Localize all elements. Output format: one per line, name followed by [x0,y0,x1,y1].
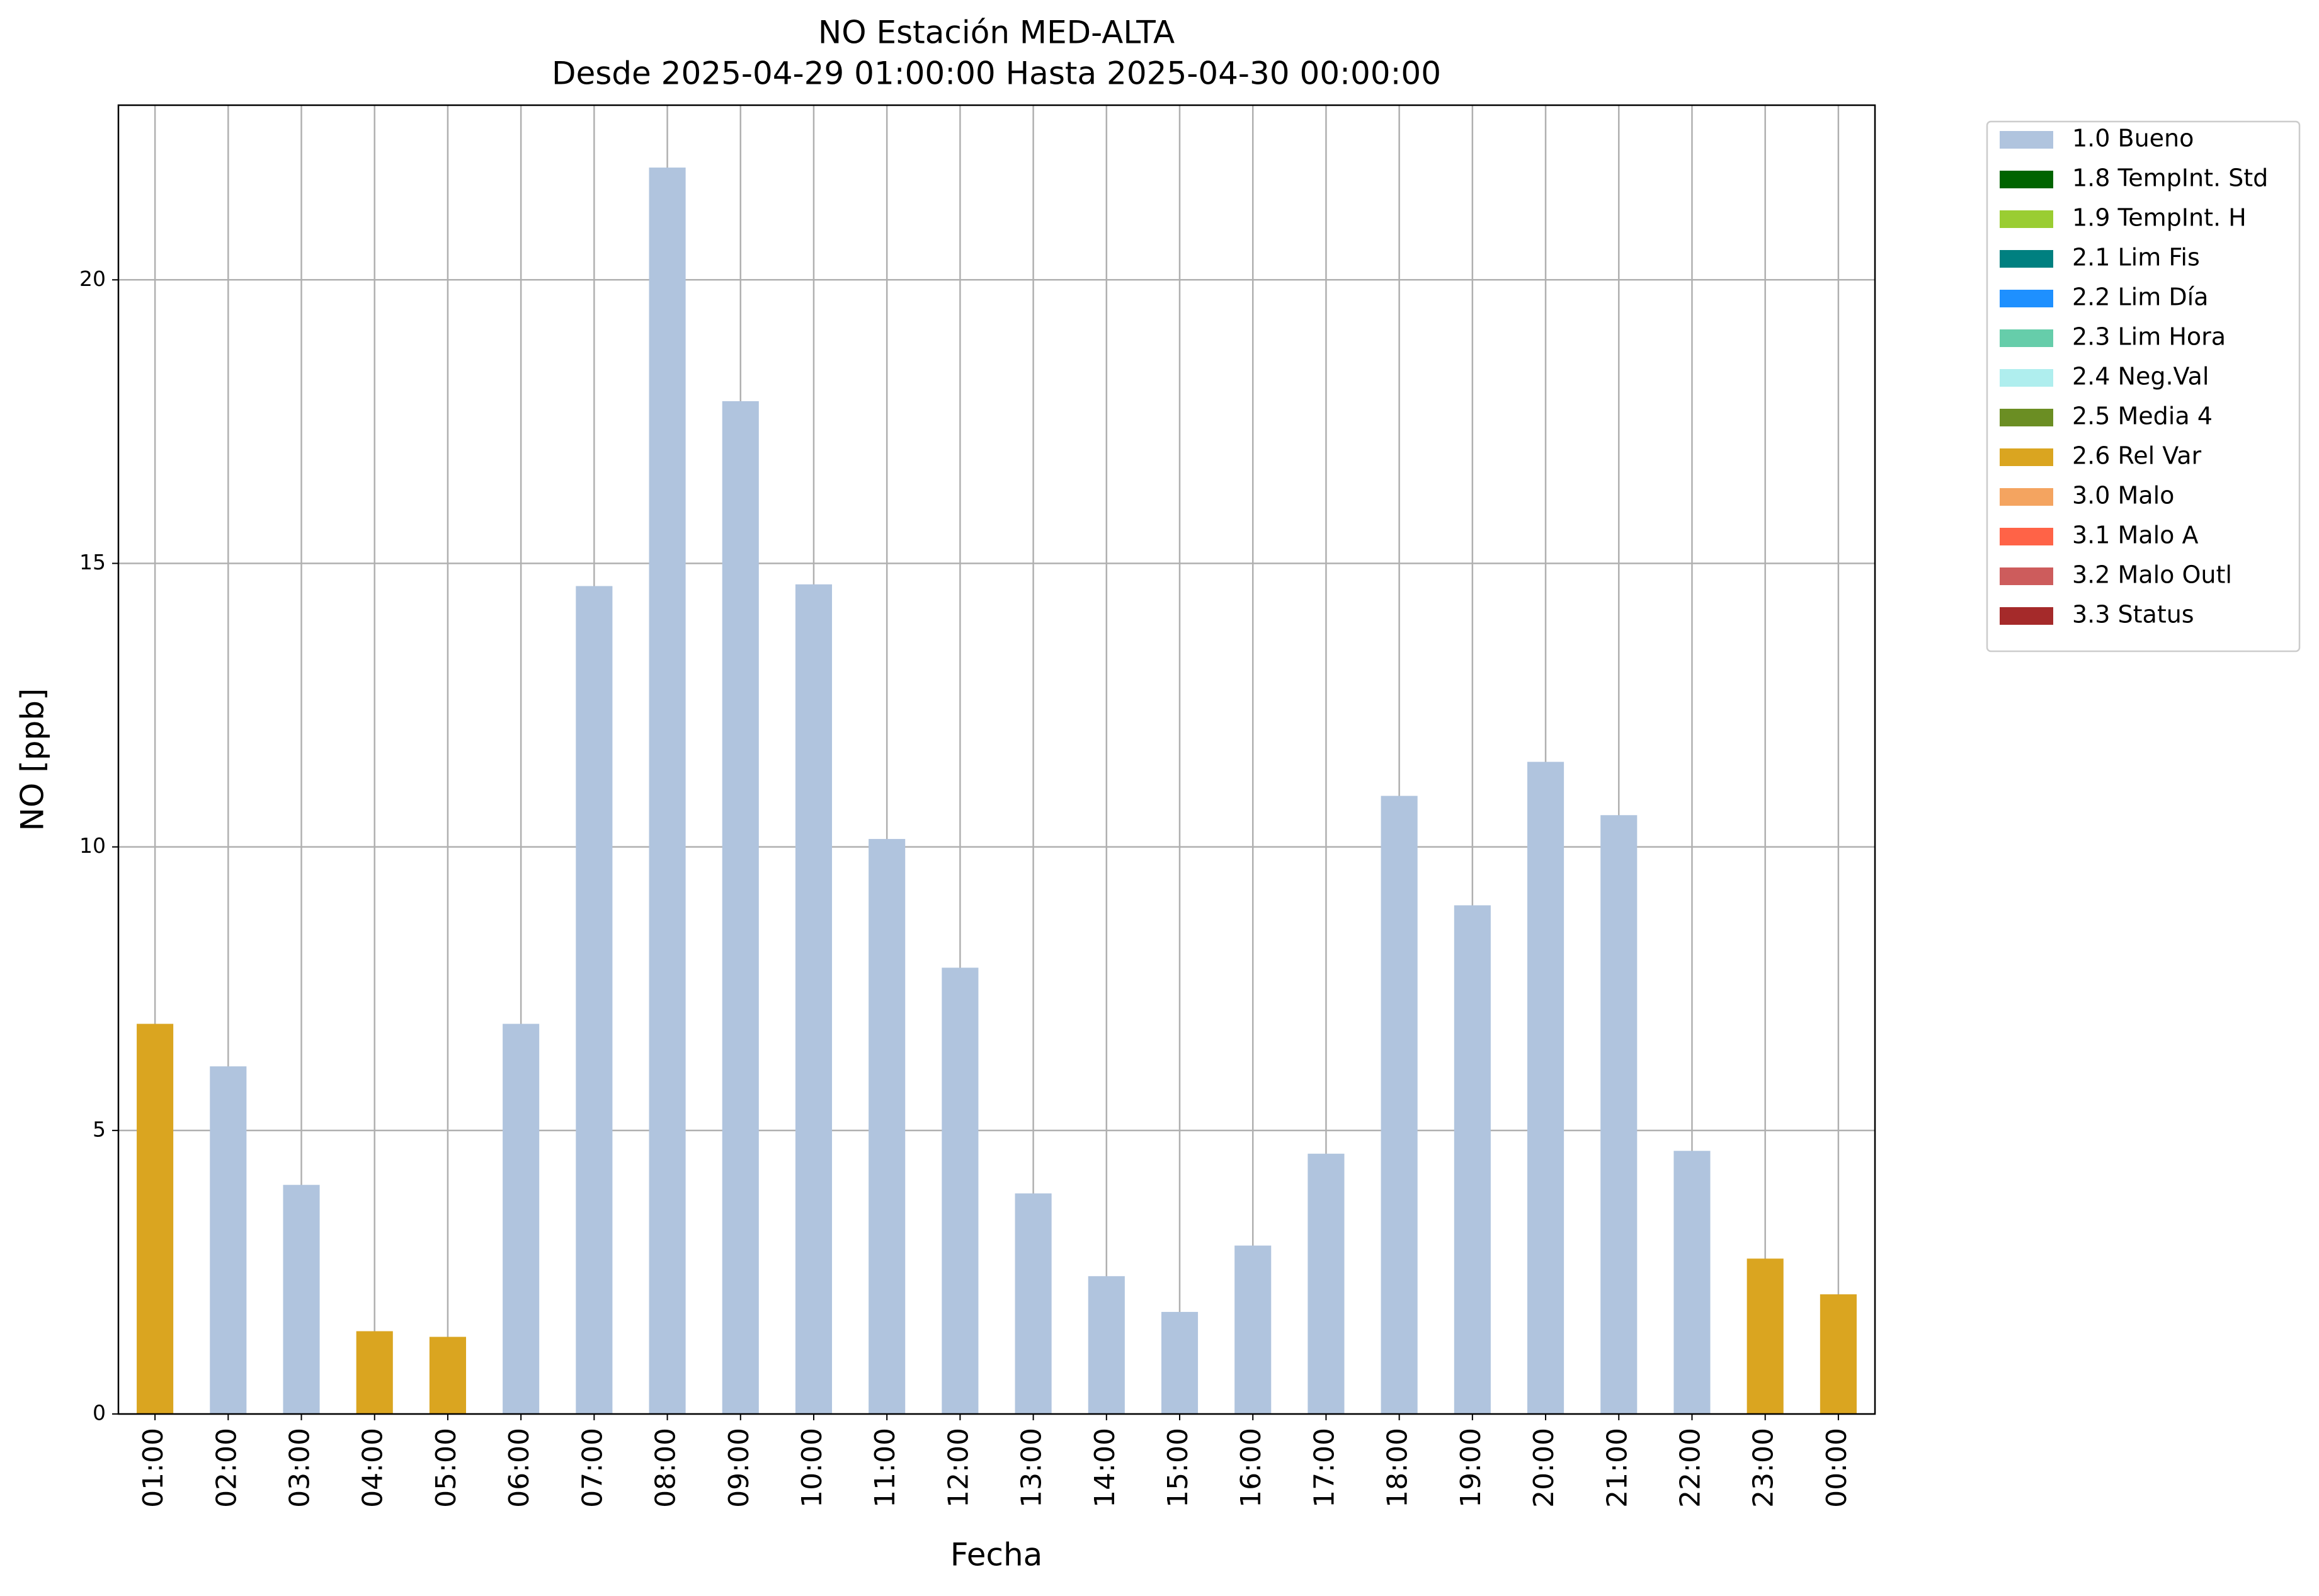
legend-swatch [2000,528,2053,545]
y-tick-label: 20 [79,266,106,291]
bar [137,1023,174,1414]
bar [1161,1311,1199,1414]
legend-swatch [2000,409,2053,426]
bar [576,586,613,1415]
y-tick-label: 5 [93,1117,106,1141]
legend-swatch [2000,250,2053,268]
x-tick-label: 11:00 [869,1428,901,1508]
legend-label: 3.1 Malo A [2072,522,2198,549]
bar [1746,1258,1784,1414]
legend-swatch [2000,369,2053,387]
bar [429,1337,466,1414]
legend-swatch [2000,210,2053,228]
y-tick-label: 0 [93,1401,106,1425]
x-tick-label: 10:00 [796,1428,828,1508]
plot-frame [117,104,1876,1415]
y-axis-label: NO [ppb] [14,688,51,831]
legend-swatch [2000,448,2053,466]
chart-subtitle: Desde 2025-04-29 01:00:00 Hasta 2025-04-… [552,55,1441,92]
bar [942,967,979,1414]
x-tick-label: 06:00 [503,1428,535,1508]
bar [1381,795,1418,1414]
legend-label: 1.9 TempInt. H [2072,204,2247,232]
bar [722,401,759,1414]
x-tick-label: 13:00 [1016,1428,1048,1508]
legend-swatch [2000,290,2053,307]
legend-box [1986,120,2301,653]
bar [1600,815,1638,1414]
legend-label: 1.8 TempInt. Std [2072,164,2268,192]
legend-swatch [2000,171,2053,188]
legend-label: 1.0 Bueno [2072,125,2194,152]
legend-label: 3.0 Malo [2072,482,2174,510]
legend-swatch [2000,488,2053,506]
legend-label: 2.1 Lim Fis [2072,244,2200,271]
x-tick-label: 08:00 [650,1428,682,1508]
y-tick-label: 10 [79,833,106,858]
bar [356,1331,393,1414]
legend-label: 2.4 Neg.Val [2072,363,2209,390]
x-tick-label: 16:00 [1235,1428,1267,1508]
bar [1527,761,1564,1414]
x-tick-label: 15:00 [1162,1428,1194,1508]
bar [869,839,906,1414]
x-tick-label: 19:00 [1455,1428,1487,1508]
x-tick-label: 20:00 [1528,1428,1560,1508]
x-tick-label: 23:00 [1748,1428,1780,1508]
legend-label: 2.6 Rel Var [2072,442,2202,470]
bar [1308,1153,1345,1414]
bar [283,1185,320,1414]
legend-label: 2.2 Lim Día [2072,283,2208,311]
x-axis-label: Fecha [950,1537,1043,1573]
bar [1015,1193,1052,1414]
x-tick-label: 00:00 [1821,1428,1853,1508]
bar [210,1066,247,1414]
x-tick-label: 14:00 [1089,1428,1121,1508]
x-tick-label: 07:00 [576,1428,608,1508]
x-tick-label: 03:00 [284,1428,316,1508]
x-tick-label: 18:00 [1382,1428,1414,1508]
chart-title: NO Estación MED-ALTA [818,14,1175,51]
bar [1454,905,1491,1414]
x-tick-label: 04:00 [357,1428,389,1508]
bar [1820,1294,1857,1414]
x-tick-label: 01:00 [137,1428,169,1508]
x-tick-label: 05:00 [430,1428,462,1508]
bar [1234,1245,1272,1414]
bar [795,584,833,1414]
x-tick-label: 17:00 [1308,1428,1340,1508]
y-tick-label: 15 [79,550,106,574]
legend-swatch [2000,567,2053,585]
bar [649,168,686,1415]
x-tick-label: 21:00 [1601,1428,1633,1508]
bar [1673,1151,1711,1414]
legend-swatch [2000,607,2053,625]
bar [1088,1276,1125,1414]
x-tick-label: 09:00 [723,1428,755,1508]
legend-swatch [2000,131,2053,149]
legend-swatch [2000,329,2053,347]
x-tick-label: 02:00 [210,1428,242,1508]
legend-label: 2.3 Lim Hora [2072,323,2226,351]
x-tick-label: 12:00 [942,1428,974,1508]
x-tick-label: 22:00 [1674,1428,1706,1508]
bar [503,1023,540,1414]
legend-label: 3.2 Malo Outl [2072,561,2232,589]
legend-label: 2.5 Media 4 [2072,402,2213,430]
legend-label: 3.3 Status [2072,601,2194,629]
